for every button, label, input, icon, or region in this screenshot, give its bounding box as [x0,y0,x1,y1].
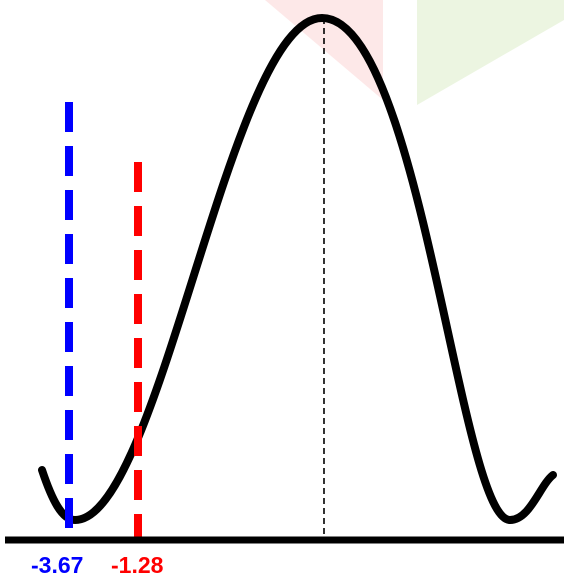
distribution-curve [38,14,557,524]
marker-label-left: -3.67 [31,552,84,578]
marker-label-right: -1.28 [111,552,164,578]
background-shape-green [417,0,564,105]
